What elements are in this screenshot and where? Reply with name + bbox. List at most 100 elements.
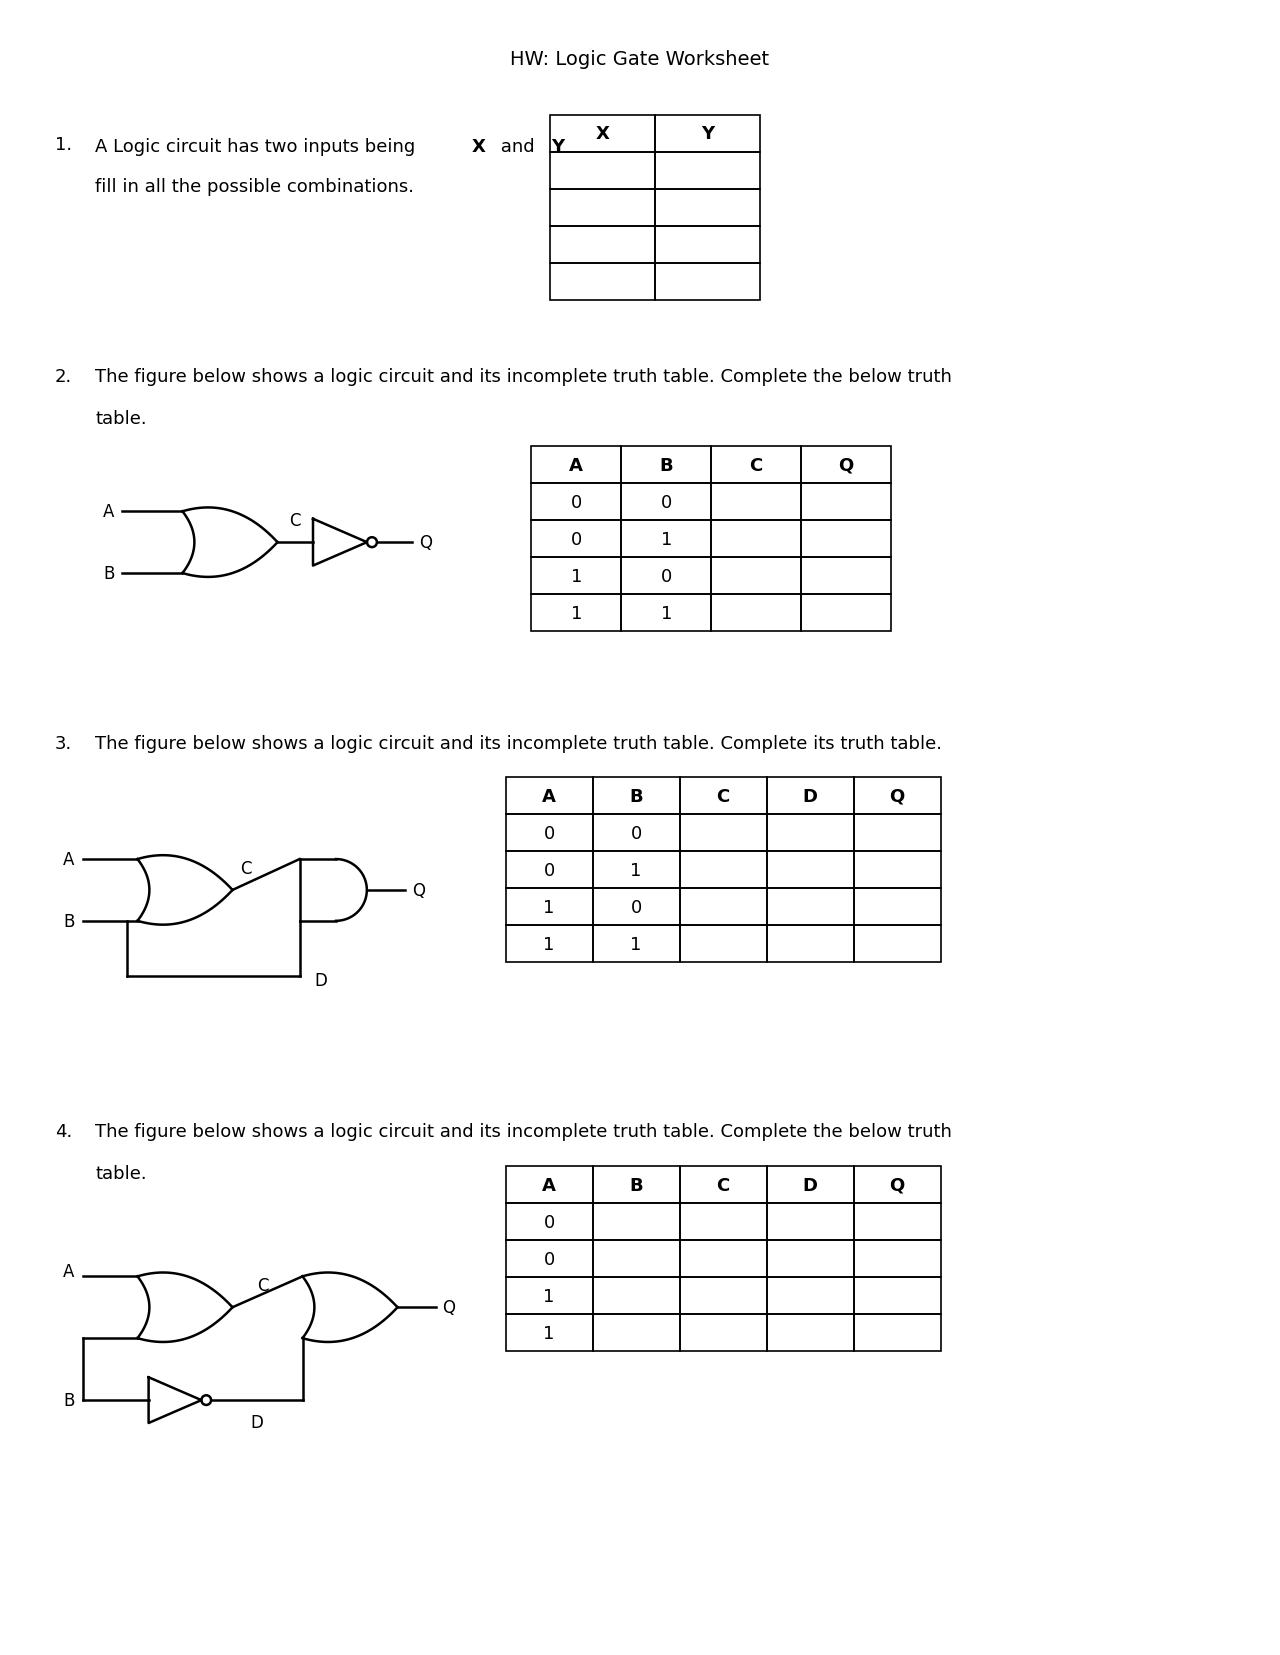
- Text: 0: 0: [631, 899, 641, 917]
- Bar: [550, 152, 655, 190]
- Bar: [801, 483, 891, 521]
- Bar: [712, 521, 801, 558]
- Bar: [531, 447, 621, 483]
- Bar: [506, 1203, 593, 1241]
- Bar: [593, 852, 680, 889]
- Text: 2.: 2.: [55, 367, 72, 386]
- Text: 1: 1: [660, 530, 672, 548]
- Bar: [712, 447, 801, 483]
- Text: 0: 0: [660, 493, 672, 511]
- Bar: [593, 889, 680, 925]
- Text: 0: 0: [631, 824, 641, 842]
- Text: Q: Q: [890, 788, 905, 806]
- Text: C: C: [241, 859, 252, 877]
- Bar: [621, 594, 712, 632]
- Bar: [506, 852, 593, 889]
- Bar: [680, 925, 767, 963]
- Bar: [767, 889, 854, 925]
- Bar: [767, 1278, 854, 1314]
- Text: A: A: [543, 788, 556, 806]
- Bar: [854, 925, 941, 963]
- Text: 1.: 1.: [55, 136, 72, 154]
- Bar: [593, 1167, 680, 1203]
- Text: 1: 1: [660, 604, 672, 622]
- Bar: [801, 447, 891, 483]
- Bar: [506, 925, 593, 963]
- Bar: [531, 594, 621, 632]
- Bar: [854, 852, 941, 889]
- Text: A: A: [104, 503, 114, 521]
- Bar: [531, 558, 621, 594]
- Text: and: and: [495, 137, 540, 156]
- Text: HW: Logic Gate Worksheet: HW: Logic Gate Worksheet: [511, 50, 769, 70]
- Bar: [506, 1167, 593, 1203]
- Bar: [680, 1278, 767, 1314]
- Bar: [801, 558, 891, 594]
- Bar: [854, 889, 941, 925]
- Text: D: D: [803, 1177, 818, 1195]
- Bar: [680, 778, 767, 814]
- Text: C: C: [717, 788, 730, 806]
- Bar: [531, 521, 621, 558]
- Text: fill in all the possible combinations.: fill in all the possible combinations.: [95, 177, 413, 195]
- Text: B: B: [104, 564, 114, 583]
- Bar: [593, 814, 680, 852]
- Text: 1: 1: [571, 604, 582, 622]
- Text: 1: 1: [544, 1324, 554, 1342]
- Text: Q: Q: [838, 457, 854, 475]
- Text: A: A: [63, 1263, 74, 1281]
- Bar: [767, 814, 854, 852]
- Bar: [655, 190, 760, 227]
- Text: Q: Q: [419, 535, 431, 551]
- Text: B: B: [630, 1177, 643, 1195]
- Text: B: B: [63, 1392, 74, 1410]
- Bar: [506, 1241, 593, 1278]
- Bar: [506, 814, 593, 852]
- Text: 1: 1: [544, 899, 554, 917]
- Bar: [801, 521, 891, 558]
- Bar: [767, 852, 854, 889]
- Bar: [680, 889, 767, 925]
- Text: A: A: [63, 851, 74, 869]
- Bar: [593, 925, 680, 963]
- Bar: [593, 778, 680, 814]
- Bar: [680, 1241, 767, 1278]
- Text: table.: table.: [95, 409, 147, 427]
- Bar: [621, 483, 712, 521]
- Text: B: B: [630, 788, 643, 806]
- Bar: [550, 227, 655, 263]
- Text: 0: 0: [660, 568, 672, 586]
- Bar: [854, 1167, 941, 1203]
- Text: C: C: [289, 511, 301, 530]
- Text: D: D: [251, 1413, 264, 1432]
- Bar: [854, 1278, 941, 1314]
- Text: 1: 1: [571, 568, 582, 586]
- Bar: [854, 1203, 941, 1241]
- Text: A Logic circuit has two inputs being: A Logic circuit has two inputs being: [95, 137, 421, 156]
- Bar: [506, 778, 593, 814]
- Bar: [854, 814, 941, 852]
- Bar: [550, 116, 655, 152]
- Bar: [550, 190, 655, 227]
- Bar: [621, 447, 712, 483]
- Bar: [801, 594, 891, 632]
- Bar: [767, 1314, 854, 1352]
- Bar: [506, 1278, 593, 1314]
- Text: 0: 0: [544, 1250, 554, 1268]
- Text: Q: Q: [890, 1177, 905, 1195]
- Text: 0: 0: [544, 1213, 554, 1231]
- Bar: [593, 1278, 680, 1314]
- Text: C: C: [257, 1276, 269, 1294]
- Bar: [655, 263, 760, 301]
- Bar: [680, 852, 767, 889]
- Text: 0: 0: [544, 824, 554, 842]
- Bar: [655, 116, 760, 152]
- Text: table.: table.: [95, 1163, 147, 1182]
- Bar: [621, 521, 712, 558]
- Text: 3.: 3.: [55, 735, 72, 753]
- Text: B: B: [63, 912, 74, 930]
- Text: D: D: [803, 788, 818, 806]
- Text: The figure below shows a logic circuit and its incomplete truth table. Complete : The figure below shows a logic circuit a…: [95, 367, 952, 386]
- Bar: [712, 594, 801, 632]
- Bar: [506, 889, 593, 925]
